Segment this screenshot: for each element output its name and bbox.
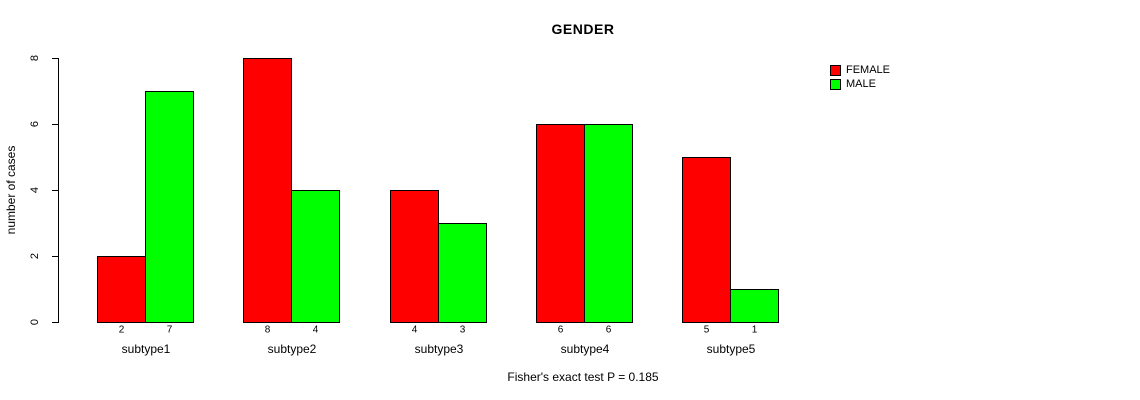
category-label-subtype5: subtype5	[706, 342, 756, 356]
legend-entry-male: MALE	[830, 77, 890, 91]
y-tick-label: 6	[29, 120, 41, 128]
bar-female-subtype4	[536, 124, 585, 323]
bar-count-female-subtype4: 6	[557, 324, 564, 336]
bar-female-subtype3	[390, 190, 439, 323]
bar-female-subtype1	[97, 256, 146, 323]
legend-label-female: FEMALE	[846, 64, 891, 76]
y-tick-mark	[52, 322, 59, 323]
category-label-subtype3: subtype3	[414, 342, 464, 356]
bar-female-subtype2	[243, 58, 292, 323]
chart-title: GENDER	[551, 21, 615, 37]
bar-male-subtype4	[584, 124, 633, 323]
y-tick-label: 2	[29, 252, 41, 260]
caption: Fisher's exact test P = 0.185	[507, 370, 659, 384]
legend-entry-female: FEMALE	[830, 63, 890, 77]
bar-count-male-subtype5: 1	[751, 324, 758, 336]
y-tick-label: 8	[29, 54, 41, 62]
category-label-subtype2: subtype2	[267, 342, 317, 356]
bar-count-male-subtype2: 4	[312, 324, 319, 336]
legend: FEMALE MALE	[830, 63, 890, 91]
y-tick-mark	[52, 58, 59, 59]
y-axis-label: number of cases	[4, 145, 18, 235]
legend-swatch-male	[830, 78, 841, 90]
bar-female-subtype5	[682, 157, 731, 323]
bar-count-male-subtype1: 7	[166, 324, 173, 336]
y-tick-mark	[52, 190, 59, 191]
legend-swatch-female	[830, 64, 841, 76]
y-tick-label: 0	[29, 318, 41, 326]
bar-count-female-subtype1: 2	[118, 324, 125, 336]
bar-male-subtype2	[291, 190, 340, 323]
bar-count-male-subtype3: 3	[459, 324, 466, 336]
legend-label-male: MALE	[846, 78, 876, 90]
bar-male-subtype1	[145, 91, 194, 323]
y-tick-mark	[52, 124, 59, 125]
category-label-subtype1: subtype1	[121, 342, 171, 356]
category-label-subtype4: subtype4	[560, 342, 610, 356]
bar-male-subtype3	[438, 223, 487, 323]
y-tick-label: 4	[29, 186, 41, 194]
bar-count-female-subtype3: 4	[411, 324, 418, 336]
bar-count-female-subtype2: 8	[264, 324, 271, 336]
bar-count-female-subtype5: 5	[703, 324, 710, 336]
bar-male-subtype5	[730, 289, 779, 323]
bar-count-male-subtype4: 6	[605, 324, 612, 336]
y-tick-mark	[52, 256, 59, 257]
